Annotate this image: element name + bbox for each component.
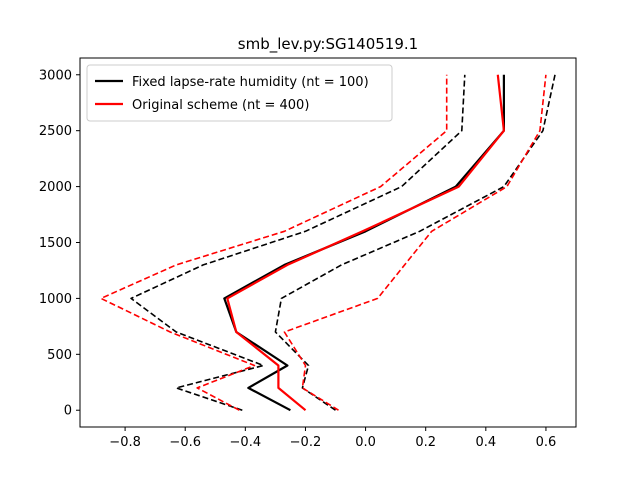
y-tick-label: 1000 — [39, 292, 72, 307]
series-line-0 — [223, 74, 505, 412]
x-tick-label: 0.4 — [475, 435, 496, 450]
x-tick-label: −0.4 — [230, 435, 262, 450]
y-tick-label: 0 — [64, 404, 72, 419]
series-line-3 — [130, 74, 466, 411]
x-tick-label: 0.6 — [536, 435, 557, 450]
legend: Fixed lapse-rate humidity (nt = 100) Orig… — [86, 64, 393, 122]
y-tick-label: 3000 — [39, 68, 72, 83]
legend-label-0: Fixed lapse-rate humidity (nt = 100) — [132, 75, 369, 90]
series-line-1 — [226, 74, 505, 412]
y-tick-label: 2500 — [39, 124, 72, 139]
chart-title: smb_lev.py:SG140519.1 — [238, 35, 418, 54]
y-tick-label: 500 — [47, 348, 72, 363]
x-tick-label: −0.8 — [109, 435, 141, 450]
series-layer — [100, 74, 556, 412]
axes-layer: −0.8 −0.6 −0.4 −0.2 0.0 0.2 0.4 0.6 0 500 1000 1500… — [39, 57, 577, 450]
x-tick-label: 0.2 — [415, 435, 436, 450]
y-tick-label: 1500 — [39, 236, 72, 251]
legend-box — [86, 64, 393, 122]
x-tick-label: −0.6 — [169, 435, 201, 450]
legend-label-1: Original scheme (nt = 400) — [132, 98, 309, 113]
y-tick-label: 2000 — [39, 180, 72, 195]
x-tick-label: −0.2 — [290, 435, 322, 450]
series-line-5 — [100, 74, 448, 411]
series-line-4 — [283, 74, 547, 411]
x-tick-label: 0.0 — [355, 435, 376, 450]
